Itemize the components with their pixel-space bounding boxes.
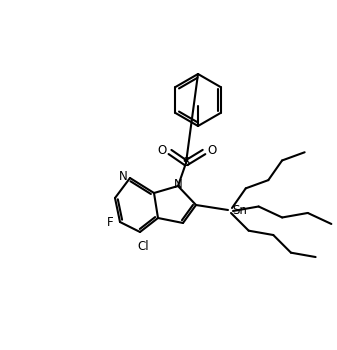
Text: S: S — [182, 156, 190, 169]
Text: O: O — [157, 145, 166, 158]
Text: N: N — [174, 177, 182, 190]
Text: F: F — [107, 217, 113, 230]
Text: O: O — [207, 145, 217, 158]
Text: N: N — [119, 170, 127, 183]
Text: Sn: Sn — [232, 203, 247, 217]
Text: Cl: Cl — [137, 239, 149, 252]
